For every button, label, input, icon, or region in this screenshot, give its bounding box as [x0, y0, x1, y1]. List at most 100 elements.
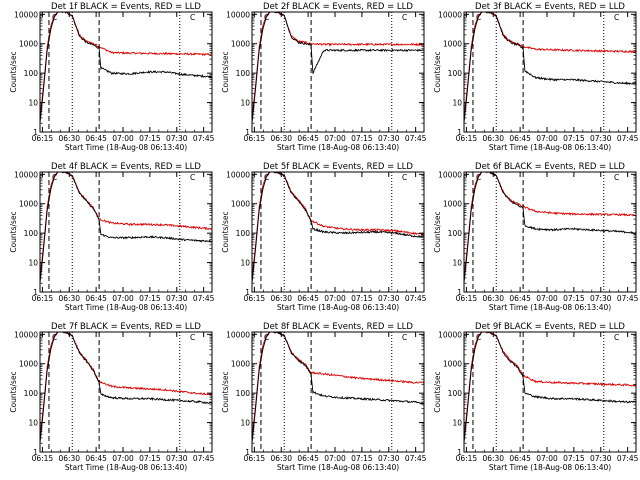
- x-tick-label: 07:30: [590, 134, 612, 143]
- chart-title: Det 3f BLACK = Events, RED = LLD: [475, 2, 625, 12]
- x-tick-label: 06:45: [297, 454, 319, 463]
- corner-mark: C: [190, 333, 195, 342]
- x-tick-label: 06:45: [509, 134, 531, 143]
- series-lld-red: [252, 12, 424, 119]
- x-axis-label: Start Time (18-Aug-08 06:13:40): [489, 143, 611, 152]
- x-axis-label: Start Time (18-Aug-08 06:13:40): [65, 143, 187, 152]
- corner-mark: C: [402, 13, 407, 22]
- corner-mark: C: [402, 333, 407, 342]
- y-tick-label: 1: [457, 448, 462, 457]
- x-tick-label: 07:00: [112, 294, 134, 303]
- x-tick-label: 07:00: [536, 454, 558, 463]
- x-tick-label: 07:15: [563, 454, 585, 463]
- series-lld-red: [464, 12, 636, 119]
- x-tick-label: 07:00: [324, 454, 346, 463]
- x-tick-label: 06:15: [456, 294, 478, 303]
- y-tick-label: 1: [457, 128, 462, 137]
- x-tick-label: 07:15: [563, 294, 585, 303]
- y-tick-label: 100: [448, 389, 463, 398]
- x-tick-label: 06:30: [58, 454, 80, 463]
- y-axis-label: Counts/sec: [433, 371, 442, 412]
- x-tick-label: 07:15: [139, 134, 161, 143]
- x-tick-label: 07:00: [536, 134, 558, 143]
- y-tick-label: 1: [33, 128, 38, 137]
- x-axis-label: Start Time (18-Aug-08 06:13:40): [277, 143, 399, 152]
- plot-frame: [463, 331, 637, 453]
- x-tick-label: 06:45: [85, 454, 107, 463]
- corner-mark: C: [476, 333, 481, 342]
- x-axis-label: Start Time (18-Aug-08 06:13:40): [65, 303, 187, 312]
- y-axis-label: Counts/sec: [221, 211, 230, 252]
- x-tick-label: 07:30: [166, 454, 188, 463]
- chart-title: Det 2f BLACK = Events, RED = LLD: [263, 2, 413, 12]
- series-events-black: [464, 172, 636, 284]
- y-tick-label: 100: [24, 69, 39, 78]
- y-tick-label: 1: [245, 288, 250, 297]
- y-tick-label: 1000: [231, 40, 250, 49]
- x-tick-label: 07:30: [166, 294, 188, 303]
- series-lld-red: [464, 332, 636, 439]
- x-tick-label: 07:15: [563, 134, 585, 143]
- x-tick-label: 06:15: [244, 454, 266, 463]
- y-tick-label: 1000: [19, 360, 38, 369]
- x-tick-label: 06:45: [297, 134, 319, 143]
- corner-mark: C: [52, 13, 57, 22]
- x-tick-label: 07:45: [617, 454, 639, 463]
- plot-frame: [251, 171, 425, 293]
- chart-title: Det 6f BLACK = Events, RED = LLD: [475, 162, 625, 172]
- corner-mark: C: [614, 333, 619, 342]
- x-tick-label: 07:00: [112, 454, 134, 463]
- plot-frame: [463, 171, 637, 293]
- y-tick-label: 1000: [19, 200, 38, 209]
- y-tick-label: 1: [33, 288, 38, 297]
- series-events-black: [40, 12, 212, 124]
- plot-frame: [463, 11, 637, 133]
- x-tick-label: 06:15: [32, 294, 54, 303]
- corner-mark: C: [402, 173, 407, 182]
- x-tick-label: 06:45: [85, 294, 107, 303]
- y-tick-label: 1000: [443, 200, 462, 209]
- y-tick-label: 10000: [14, 330, 38, 339]
- y-tick-label: 100: [448, 69, 463, 78]
- y-tick-label: 1: [245, 128, 250, 137]
- y-tick-label: 10: [28, 259, 38, 268]
- corner-mark: C: [52, 333, 57, 342]
- x-tick-label: 07:45: [193, 454, 215, 463]
- y-tick-label: 1000: [443, 40, 462, 49]
- x-tick-label: 06:15: [456, 454, 478, 463]
- x-tick-label: 06:15: [32, 134, 54, 143]
- y-tick-label: 1: [457, 288, 462, 297]
- corner-mark: C: [264, 173, 269, 182]
- series-events-black: [464, 12, 636, 124]
- series-lld-red: [40, 172, 212, 279]
- x-tick-label: 06:30: [270, 454, 292, 463]
- series-lld-red: [40, 332, 212, 439]
- x-tick-label: 07:00: [324, 294, 346, 303]
- x-tick-label: 06:30: [482, 294, 504, 303]
- x-tick-label: 07:00: [536, 294, 558, 303]
- corner-mark: C: [476, 13, 481, 22]
- y-tick-label: 10000: [226, 170, 250, 179]
- y-tick-label: 1000: [231, 200, 250, 209]
- series-lld-red: [252, 172, 424, 279]
- x-tick-label: 06:30: [58, 294, 80, 303]
- y-tick-label: 10: [240, 419, 250, 428]
- x-tick-label: 07:15: [351, 134, 373, 143]
- corner-mark: C: [190, 173, 195, 182]
- y-tick-label: 10: [240, 99, 250, 108]
- series-events-black: [252, 172, 424, 284]
- x-tick-label: 07:15: [351, 294, 373, 303]
- plot-frame: [251, 331, 425, 453]
- x-tick-label: 06:30: [58, 134, 80, 143]
- corner-mark: C: [264, 13, 269, 22]
- x-tick-label: 07:30: [378, 454, 400, 463]
- x-tick-label: 06:45: [509, 454, 531, 463]
- x-tick-label: 06:30: [482, 134, 504, 143]
- y-axis-label: Counts/sec: [9, 51, 18, 92]
- y-tick-label: 10: [28, 419, 38, 428]
- x-axis-label: Start Time (18-Aug-08 06:13:40): [277, 463, 399, 472]
